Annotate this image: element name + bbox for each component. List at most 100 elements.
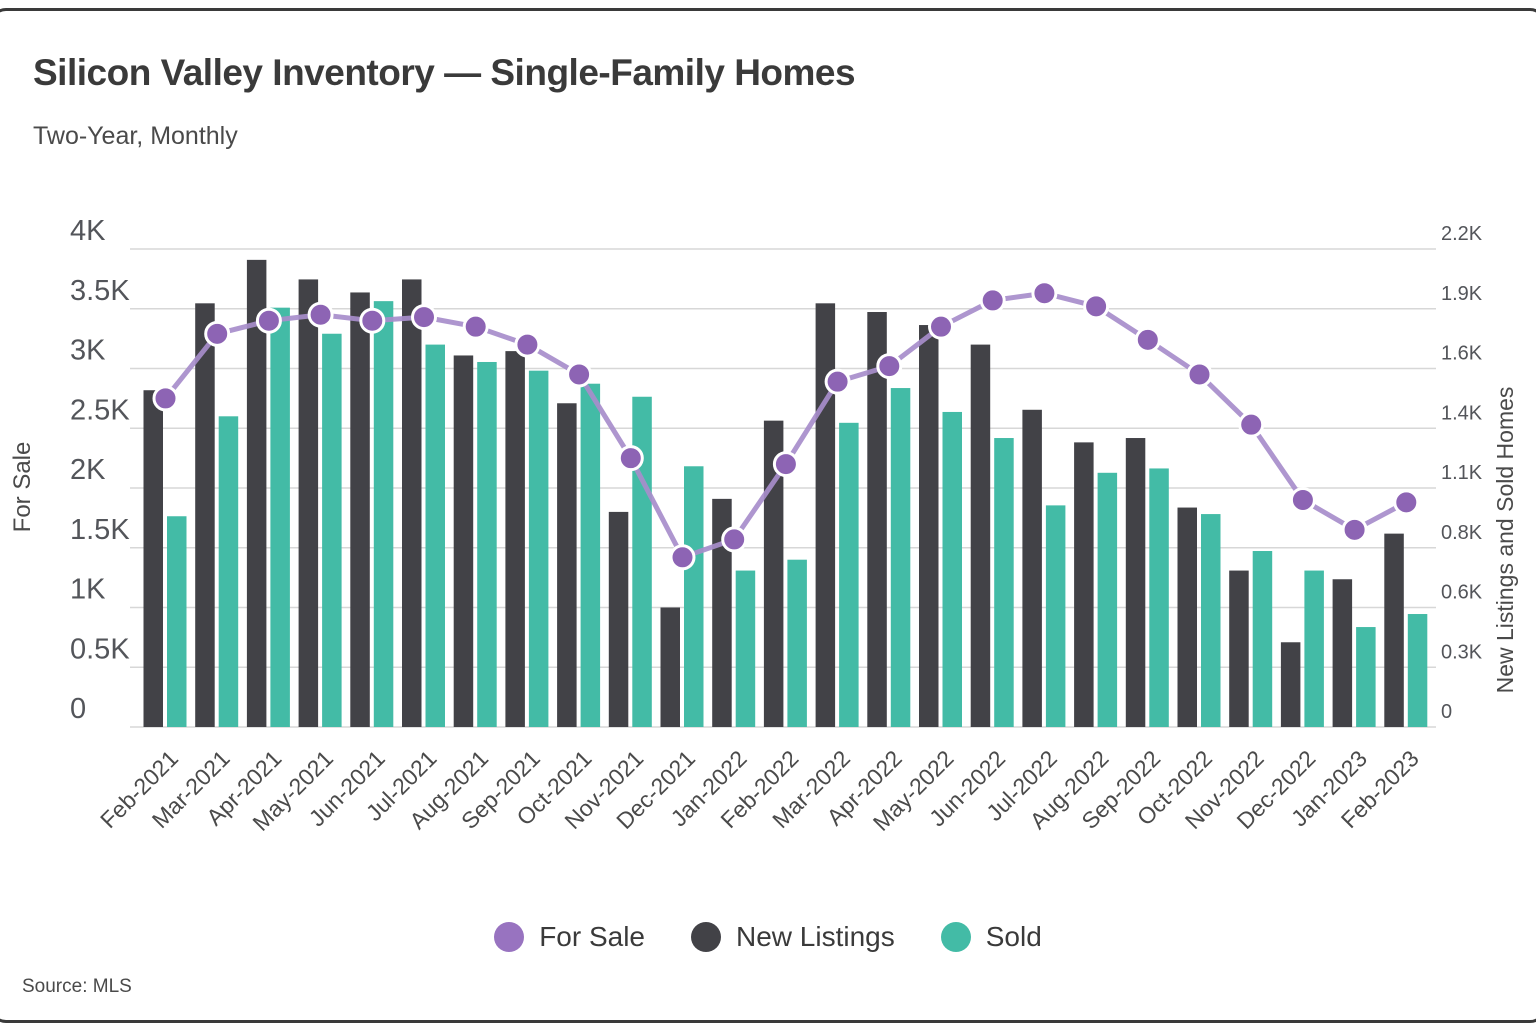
for-sale-marker bbox=[1289, 486, 1316, 513]
bar-sold bbox=[218, 416, 239, 727]
chart-subtitle: Two-Year, Monthly bbox=[33, 122, 238, 150]
bar-sold bbox=[477, 361, 497, 727]
y-axis-tick-right: 0 bbox=[1441, 701, 1452, 723]
bar-sold bbox=[632, 396, 652, 727]
axis-title-left: For Sale bbox=[9, 442, 36, 533]
for-sale-marker bbox=[152, 385, 179, 412]
bar-sold bbox=[890, 388, 911, 727]
bar-sold bbox=[167, 516, 187, 727]
y-axis-tick-left: 3K bbox=[70, 335, 106, 367]
for-sale-marker bbox=[772, 451, 799, 478]
for-sale-marker bbox=[462, 313, 489, 340]
bar-new-listings bbox=[815, 303, 836, 727]
sold-swatch-icon bbox=[940, 922, 971, 952]
bar-sold bbox=[1045, 505, 1066, 727]
bar-new-listings bbox=[350, 292, 370, 727]
axis-title-right: New Listings and Sold Homes bbox=[1492, 387, 1518, 694]
y-axis-tick-right: 0.8K bbox=[1441, 522, 1483, 544]
for-sale-marker bbox=[979, 287, 1006, 314]
bar-sold bbox=[994, 438, 1014, 727]
y-axis-tick-right: 1.4K bbox=[1441, 402, 1483, 424]
for-sale-marker bbox=[876, 353, 903, 380]
for-sale-marker bbox=[928, 313, 954, 340]
bar-sold bbox=[787, 559, 807, 727]
legend-label: New Listings bbox=[736, 921, 895, 952]
for-sale-marker bbox=[1341, 516, 1368, 543]
bar-new-listings bbox=[1280, 642, 1301, 727]
for-sale-marker bbox=[1083, 293, 1110, 320]
bar-sold bbox=[1201, 514, 1221, 727]
for-sale-marker bbox=[566, 361, 593, 388]
bar-sold bbox=[1149, 468, 1169, 727]
bar-new-listings bbox=[1332, 579, 1353, 727]
for-sale-marker bbox=[1393, 489, 1420, 516]
bar-sold bbox=[1252, 551, 1273, 727]
bar-new-listings bbox=[557, 403, 577, 727]
chart-title: Silicon Valley Inventory — Single-Family… bbox=[33, 52, 856, 93]
for-sale-marker bbox=[824, 368, 851, 395]
bar-sold bbox=[684, 466, 704, 727]
legend: For Sale New Listings Sold bbox=[0, 914, 1536, 960]
bar-sold bbox=[270, 307, 290, 727]
bar-sold bbox=[735, 570, 756, 727]
for-sale-marker bbox=[721, 526, 748, 553]
y-axis-tick-left: 3.5K bbox=[70, 275, 130, 307]
bar-new-listings bbox=[195, 303, 215, 727]
for-sale-marker bbox=[617, 445, 644, 472]
y-axis-tick-left: 1K bbox=[70, 574, 106, 606]
new-listings-swatch-icon bbox=[691, 922, 722, 952]
bar-new-listings bbox=[867, 312, 887, 727]
y-axis-tick-right: 1.6K bbox=[1441, 343, 1483, 365]
for-sale-marker bbox=[1134, 326, 1161, 353]
bar-new-listings bbox=[143, 390, 163, 727]
legend-label: Sold bbox=[985, 921, 1042, 952]
bar-sold bbox=[1407, 614, 1428, 727]
bar-new-listings bbox=[1074, 442, 1094, 727]
for-sale-marker bbox=[411, 304, 437, 331]
bar-new-listings bbox=[970, 344, 991, 727]
for-sale-marker bbox=[1031, 280, 1058, 307]
y-axis-tick-left: 2K bbox=[70, 454, 106, 486]
y-axis-tick-right: 0.6K bbox=[1441, 582, 1483, 604]
y-axis-tick-left: 2.5K bbox=[70, 394, 130, 426]
y-axis-tick-right: 1.9K bbox=[1441, 283, 1483, 305]
bar-sold bbox=[1356, 627, 1376, 727]
y-axis-tick-left: 1.5K bbox=[70, 514, 130, 546]
bar-new-listings bbox=[246, 259, 267, 727]
y-axis-tick-right: 1.1K bbox=[1441, 462, 1483, 484]
bar-new-listings bbox=[1384, 533, 1404, 727]
bar-sold bbox=[942, 411, 962, 727]
for-sale-marker bbox=[669, 544, 696, 571]
bar-new-listings bbox=[919, 325, 939, 727]
bar-new-listings bbox=[1177, 507, 1197, 727]
bar-sold bbox=[1097, 472, 1118, 727]
bar-new-listings bbox=[1125, 438, 1146, 727]
y-axis-tick-left: 4K bbox=[70, 215, 106, 247]
for-sale-marker bbox=[307, 301, 334, 328]
legend-item-for-sale: For Sale bbox=[494, 921, 645, 953]
bar-sold bbox=[839, 422, 859, 727]
bar-sold bbox=[322, 333, 342, 727]
bar-sold bbox=[373, 301, 394, 727]
y-axis-tick-left: 0 bbox=[70, 693, 86, 725]
bar-sold bbox=[1304, 570, 1324, 727]
legend-label: For Sale bbox=[539, 921, 646, 952]
for-sale-marker bbox=[204, 320, 231, 347]
bar-sold bbox=[528, 370, 549, 727]
bar-new-listings bbox=[402, 279, 422, 727]
legend-item-sold: Sold bbox=[940, 921, 1042, 953]
bar-new-listings bbox=[505, 351, 525, 727]
source-note: Source: MLS bbox=[22, 976, 132, 997]
bar-new-listings bbox=[1229, 570, 1249, 727]
y-axis-tick-right: 0.3K bbox=[1441, 641, 1483, 663]
bar-new-listings bbox=[453, 355, 474, 727]
bar-sold bbox=[425, 344, 445, 727]
for-sale-swatch-icon bbox=[494, 922, 525, 952]
bar-new-listings bbox=[1022, 409, 1042, 727]
y-axis-tick-left: 0.5K bbox=[70, 633, 130, 665]
bar-new-listings bbox=[298, 279, 319, 727]
for-sale-marker bbox=[1186, 361, 1213, 388]
y-axis-tick-right: 2.2K bbox=[1441, 223, 1483, 245]
for-sale-marker bbox=[359, 307, 386, 334]
